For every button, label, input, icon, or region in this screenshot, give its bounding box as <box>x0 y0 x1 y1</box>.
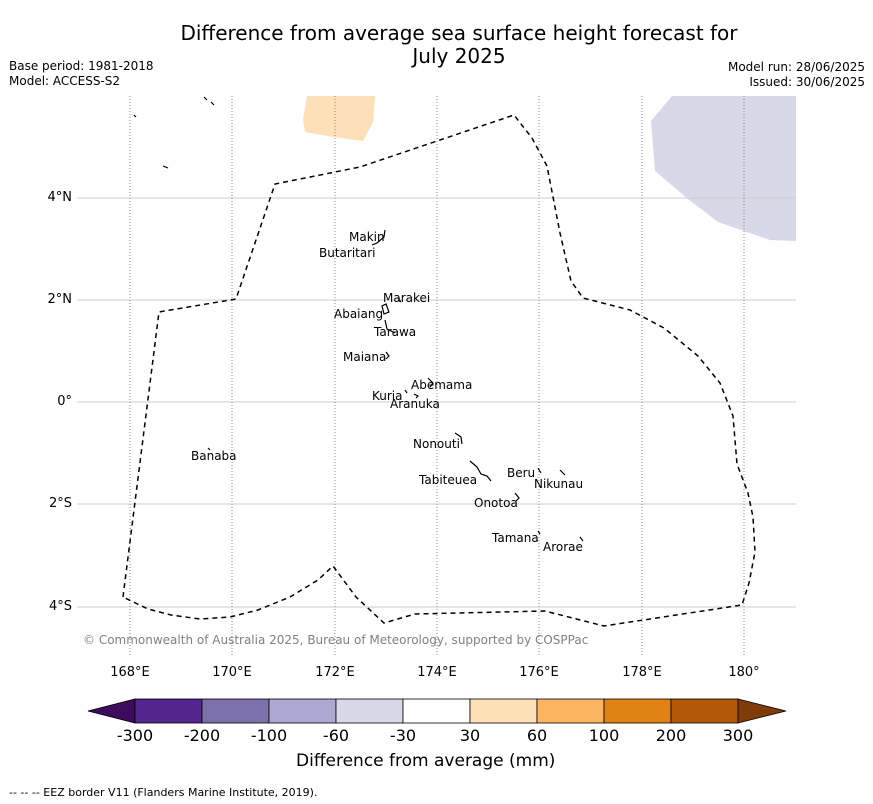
colorbar-segment-3 <box>268 698 337 724</box>
island-label-beru: Beru <box>507 466 536 480</box>
lon-label-180: 180° <box>728 665 760 680</box>
colorbar <box>87 698 787 724</box>
colorbar-tick: -30 <box>389 726 417 745</box>
lat-label-equator: 0° <box>57 394 72 409</box>
island-label-nonouti: Nonouti <box>413 437 460 451</box>
colorbar-extend-low <box>87 698 136 724</box>
island-label-abaiang: Abaiang <box>334 307 384 321</box>
chart-title: Difference from average sea surface heig… <box>0 22 873 68</box>
island-label-makin: Makin <box>349 230 385 244</box>
colorbar-title: Difference from average (mm) <box>296 751 556 771</box>
island-label-arorae: Arorae <box>543 540 583 554</box>
lat-label-2n: 2°N <box>47 292 73 307</box>
island-label-tabiteuea: Tabiteuea <box>419 473 478 487</box>
copyright-notice: © Commonwealth of Australia 2025, Bureau… <box>83 633 589 647</box>
title-line-1: Difference from average sea surface heig… <box>180 21 738 45</box>
colorbar-segment-8 <box>603 698 672 724</box>
island-label-kuria: Kuria <box>372 389 403 403</box>
positive-anomaly-patch <box>303 96 375 141</box>
colorbar-segment-4 <box>335 698 404 724</box>
island-label-onotoa: Onotoa <box>474 496 518 510</box>
island-label-tarawa: Tarawa <box>374 325 417 339</box>
colorbar-segment-5 <box>402 698 471 724</box>
model-info: Base period: 1981-2018 Model: ACCESS-S2 <box>9 59 154 89</box>
island-shapes <box>133 96 584 542</box>
island-label-maiana: Maiana <box>343 350 387 364</box>
base-period-text: Base period: 1981-2018 <box>9 59 154 73</box>
colorbar-extend-high <box>737 698 787 724</box>
colorbar-tick: 30 <box>459 726 481 745</box>
colorbar-tick: 60 <box>526 726 548 745</box>
island-label-butaritari: Butaritari <box>319 246 376 260</box>
colorbar-segment-2 <box>201 698 270 724</box>
lon-label-172e: 172°E <box>315 665 355 680</box>
colorbar-segment-1 <box>134 698 203 724</box>
colorbar-segment-9 <box>670 698 739 724</box>
lon-label-174e: 174°E <box>417 665 457 680</box>
lat-label-4s: 4°S <box>48 599 72 614</box>
run-info: Model run: 28/06/2025 Issued: 30/06/2025 <box>728 60 865 90</box>
model-name-text: Model: ACCESS-S2 <box>9 74 121 88</box>
island-label-banaba: Banaba <box>191 449 237 463</box>
lon-label-178e: 178°E <box>622 665 662 680</box>
lon-label-176e: 176°E <box>519 665 559 680</box>
island-label-marakei: Marakei <box>383 291 431 305</box>
colorbar-tick: 100 <box>588 726 620 745</box>
colorbar-tick: -60 <box>322 726 350 745</box>
colorbar-tick: -200 <box>183 726 221 745</box>
colorbar-segment-6 <box>469 698 538 724</box>
negative-anomaly-patch <box>651 96 796 241</box>
colorbar-tick: 200 <box>655 726 687 745</box>
eez-border <box>122 114 756 627</box>
eez-footnote: -- -- -- EEZ border V11 (Flanders Marine… <box>9 786 318 799</box>
colorbar-segment-7 <box>536 698 605 724</box>
island-label-nikunau: Nikunau <box>534 477 584 491</box>
title-line-2: July 2025 <box>412 44 506 68</box>
colorbar-tick: 300 <box>722 726 754 745</box>
lat-label-2s: 2°S <box>48 496 72 511</box>
issued-date-text: Issued: 30/06/2025 <box>749 75 865 89</box>
model-run-text: Model run: 28/06/2025 <box>727 60 865 74</box>
longitude-gridlines <box>129 96 745 655</box>
island-label-abemama: Abemama <box>411 378 473 392</box>
lat-label-4n: 4°N <box>47 190 73 205</box>
island-label-tamana: Tamana <box>492 531 539 545</box>
colorbar-tick: -300 <box>116 726 154 745</box>
island-label-aranuka: Aranuka <box>390 397 440 411</box>
lon-label-170e: 170°E <box>212 665 252 680</box>
lon-label-168e: 168°E <box>110 665 150 680</box>
colorbar-tick: -100 <box>250 726 288 745</box>
